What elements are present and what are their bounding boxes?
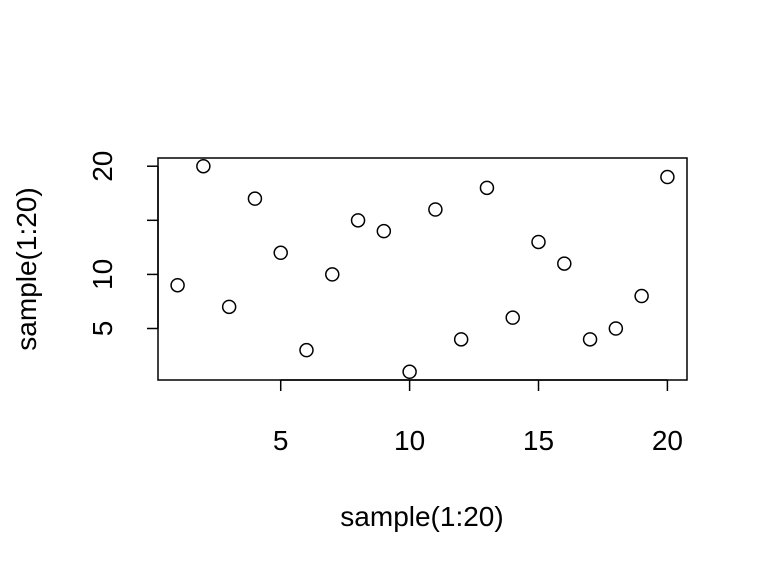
data-point <box>505 310 520 325</box>
x-tick-label: 5 <box>273 425 289 456</box>
x-tick-label: 10 <box>394 425 425 456</box>
data-point <box>557 256 572 271</box>
y-tick-label: 20 <box>87 151 118 182</box>
data-point <box>247 191 263 206</box>
data-point <box>325 267 340 282</box>
data-point <box>196 158 211 174</box>
data-point <box>273 245 288 261</box>
data-point <box>660 169 675 185</box>
y-axis: 5 10 20 <box>87 151 159 337</box>
data-point <box>608 321 624 336</box>
x-tick-label: 20 <box>652 425 683 456</box>
data-point <box>582 332 598 347</box>
data-point <box>453 332 469 347</box>
data-point <box>634 288 649 304</box>
data-point <box>170 277 185 293</box>
x-axis-label: sample(1:20) <box>340 501 503 532</box>
data-points <box>170 158 675 380</box>
plot-frame <box>157 157 688 381</box>
x-tick-label: 15 <box>523 425 554 456</box>
y-axis-label: sample(1:20) <box>11 187 42 350</box>
data-point <box>479 180 495 196</box>
data-point <box>402 364 417 380</box>
data-point <box>350 213 366 228</box>
data-point <box>299 342 314 358</box>
data-point <box>221 299 237 315</box>
data-point <box>376 223 392 239</box>
y-tick-label: 5 <box>87 321 118 337</box>
data-point <box>531 234 546 250</box>
x-axis: 5 10 15 20 <box>273 379 683 456</box>
y-tick-label: 10 <box>87 259 118 290</box>
data-point <box>428 202 443 217</box>
